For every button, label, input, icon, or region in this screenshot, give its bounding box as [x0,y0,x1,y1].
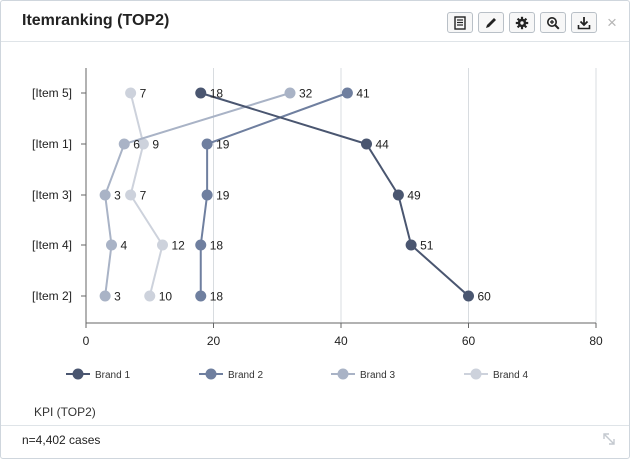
data-label: 18 [210,290,224,304]
data-point [195,290,207,302]
kpi-label: KPI (TOP2) [34,405,96,419]
resize-icon[interactable] [601,431,617,447]
data-point [99,290,111,302]
pencil-icon [486,17,496,28]
data-label: 19 [216,189,230,203]
data-label: 18 [210,239,224,253]
download-icon [577,16,591,29]
chart-area: 0 20 40 60 80 [Item 5] [Item 1] [Item 3] [Item 4… [1,42,629,392]
category-label: [Item 5] [32,86,72,100]
widget-toolbar: × [442,12,619,33]
x-tick-label: 60 [462,334,476,348]
data-label: 3 [114,290,121,304]
data-point [284,87,296,99]
category-label: [Item 3] [32,188,72,202]
data-point [361,138,372,150]
item-ranking-chart: 0 20 40 60 80 [Item 5] [Item 1] [Item 3] [Item 4… [32,68,603,381]
settings-button[interactable] [509,12,535,33]
legend-swatch-marker [470,368,482,380]
download-button[interactable] [571,12,597,33]
table-icon [454,15,466,30]
data-point [341,87,353,99]
data-point [195,239,207,251]
x-tick-label: 0 [83,334,90,348]
case-count: n=4,402 cases [22,433,101,447]
table-view-button[interactable] [447,12,473,33]
widget-header: Itemranking (TOP2) [1,1,629,42]
data-point [106,239,117,251]
data-point [405,239,417,251]
data-label: 9 [152,138,159,152]
data-point [392,189,404,201]
data-label: 49 [407,189,421,203]
x-tick-label: 40 [334,334,348,348]
data-label: 32 [299,87,313,101]
data-point [144,290,156,302]
legend-swatch-marker [205,368,217,380]
legend-label: Brand 3 [360,370,395,381]
data-point [463,290,474,302]
data-point [201,138,213,150]
x-tick-label: 20 [207,334,221,348]
edit-button[interactable] [478,12,504,33]
data-label: 41 [356,87,370,101]
data-label: 19 [216,138,230,152]
data-label: 18 [210,87,224,101]
close-icon: × [607,13,617,32]
data-point [195,87,207,99]
data-label: 12 [172,239,186,253]
widget-title: Itemranking (TOP2) [22,12,170,29]
data-label: 44 [376,138,390,152]
legend-swatch-marker [337,368,349,380]
legend-swatch-marker [72,368,84,380]
data-point [125,87,137,99]
data-label: 4 [121,239,128,253]
zoom-button[interactable] [540,12,566,33]
data-label: 6 [133,138,140,152]
data-label: 10 [159,290,173,304]
widget-footer: n=4,402 cases [1,425,629,459]
data-point [118,138,130,150]
data-label: 60 [478,290,492,304]
data-label: 3 [114,189,121,203]
legend-label: Brand 2 [228,370,263,381]
gear-icon [515,16,529,29]
zoom-in-icon [547,16,560,30]
data-point [201,189,213,201]
category-label: [Item 2] [32,289,72,303]
data-point [137,138,149,150]
x-tick-label: 80 [589,334,603,348]
data-point [157,239,168,251]
close-button[interactable]: × [605,14,619,32]
data-point [125,189,137,201]
legend-label: Brand 4 [493,370,528,381]
data-label: 7 [140,87,147,101]
series-line-1 [200,92,470,297]
category-label: [Item 1] [32,137,72,151]
data-label: 51 [420,239,434,253]
data-point [99,189,111,201]
data-label: 7 [140,189,147,203]
legend-label: Brand 1 [95,370,130,381]
category-label: [Item 4] [32,238,72,252]
